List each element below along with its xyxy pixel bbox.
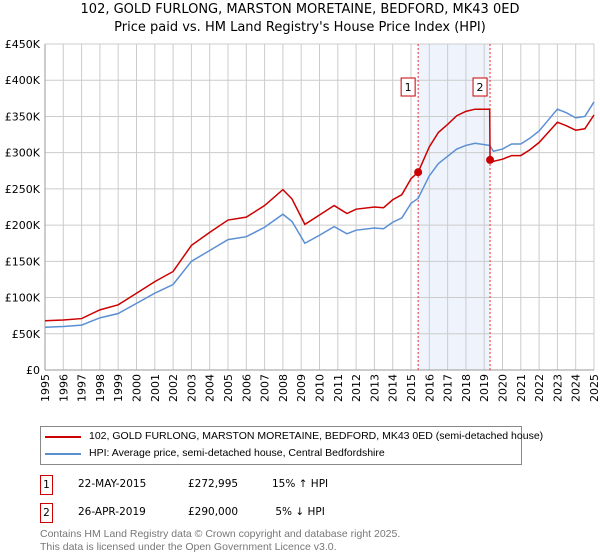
- transaction-price: £272,995: [188, 478, 239, 490]
- x-tick-label: 2001: [149, 374, 162, 402]
- y-tick-label: £450K: [5, 38, 41, 51]
- x-tick-label: 1999: [112, 374, 125, 402]
- legend-item-property: 102, GOLD FURLONG, MARSTON MORETAINE, BE…: [45, 430, 543, 443]
- x-tick-label: 2003: [185, 374, 198, 402]
- y-tick-label: £0: [26, 364, 40, 377]
- y-tick-label: £150K: [5, 255, 41, 268]
- transaction-price: £290,000: [188, 506, 239, 518]
- price-chart: 1995 1996 1997 1998 1999 2000 2001 2002 2003 2004…: [5, 38, 600, 402]
- x-tick-label: 2007: [259, 374, 272, 402]
- legend-label: 102, GOLD FURLONG, MARSTON MORETAINE, BE…: [89, 430, 544, 442]
- x-tick-label: 2024: [570, 374, 583, 402]
- legend-label: HPI: Average price, semi-detached house,…: [89, 447, 385, 459]
- x-tick-label: 2005: [222, 374, 235, 402]
- x-tick-label: 2012: [350, 374, 363, 402]
- x-tick-label: 2018: [460, 374, 473, 402]
- legend: 102, GOLD FURLONG, MARSTON MORETAINE, BE…: [40, 426, 543, 465]
- x-tick-label: 2013: [368, 374, 381, 402]
- annotation-box: [400, 77, 416, 97]
- x-tick-label: 1998: [94, 374, 107, 402]
- y-tick-label: £200K: [5, 219, 41, 232]
- x-tick-label: 2000: [131, 374, 144, 402]
- annotation-label: 2: [477, 81, 484, 94]
- y-tick-label: £100K: [5, 292, 41, 305]
- x-tick-label: 2025: [588, 374, 600, 402]
- legend-item-hpi: HPI: Average price, semi-detached house,…: [45, 447, 385, 460]
- transaction-date: 26-APR-2019: [78, 506, 146, 518]
- x-tick-label: 2021: [515, 374, 528, 402]
- x-tick-label: 2019: [478, 374, 491, 402]
- chart-title: 102, GOLD FURLONG, MARSTON MORETAINE, BE…: [80, 2, 520, 17]
- shaded-region: [418, 44, 491, 370]
- x-tick-label: 2022: [533, 374, 546, 402]
- x-tick-label: 1996: [57, 374, 70, 402]
- x-tick-label: 2020: [497, 374, 510, 402]
- annotation-box: [472, 77, 488, 97]
- x-tick-label: 2016: [423, 374, 436, 402]
- x-tick-label: 2010: [314, 374, 327, 402]
- x-tick-label: 1995: [39, 374, 52, 402]
- marker-badge: 2: [40, 503, 53, 523]
- x-tick-label: 2015: [405, 374, 418, 402]
- x-tick-label: 2014: [387, 374, 400, 402]
- y-tick-label: £250K: [5, 183, 41, 196]
- y-tick-label: £50K: [12, 328, 41, 341]
- sale-point: [414, 168, 423, 177]
- x-tick-label: 2002: [167, 374, 180, 402]
- transaction-hpi: 5% ↓ HPI: [272, 506, 325, 518]
- y-tick-label: £400K: [5, 74, 41, 87]
- y-tick-label: £350K: [5, 110, 41, 123]
- x-tick-label: 2023: [551, 374, 564, 402]
- price-paid-line: [44, 108, 595, 322]
- x-tick-label: 2006: [240, 374, 253, 402]
- sale-point: [486, 155, 495, 164]
- x-tick-label: 2004: [204, 374, 217, 402]
- transaction-date: 22-MAY-2015: [78, 478, 147, 490]
- legend-swatch-red: [45, 435, 81, 438]
- footer-copyright: Contains HM Land Registry data © Crown c…: [40, 528, 401, 540]
- chart-subtitle: Price paid vs. HM Land Registry's House …: [114, 20, 486, 35]
- x-tick-label: 2009: [295, 374, 308, 402]
- marker-badge: 1: [40, 475, 53, 495]
- x-tick-label: 2011: [332, 374, 345, 402]
- footer: Contains HM Land Registry data © Crown c…: [40, 528, 400, 554]
- annotation-label: 1: [405, 81, 412, 94]
- x-tick-label: 2017: [442, 374, 455, 402]
- transaction-hpi: 15% ↑ HPI: [272, 478, 329, 490]
- hpi-line: [44, 101, 595, 329]
- legend-swatch-blue: [45, 452, 81, 455]
- x-tick-label: 2008: [277, 374, 290, 402]
- y-tick-label: £300K: [5, 147, 41, 160]
- footer-licence: This data is licensed under the Open Gov…: [40, 541, 337, 553]
- x-tick-label: 1997: [76, 374, 89, 402]
